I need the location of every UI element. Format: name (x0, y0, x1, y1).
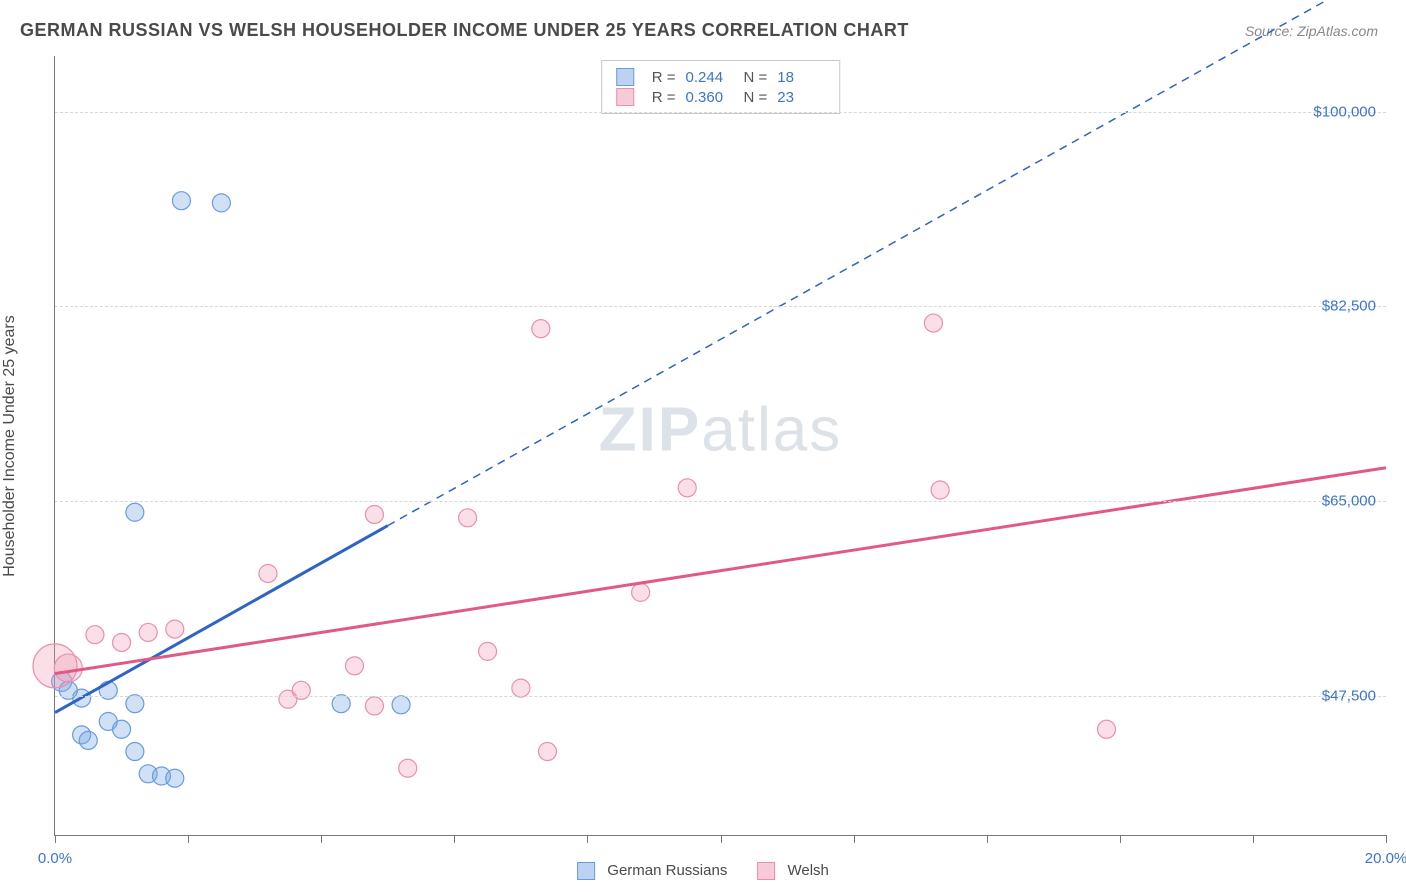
r-label: R = (652, 89, 676, 106)
data-point (172, 192, 190, 210)
y-tick-label: $47,500 (1322, 687, 1376, 704)
scatter-plot-svg (55, 56, 1386, 835)
gridline (55, 696, 1386, 697)
n-label: N = (744, 89, 768, 106)
x-tick (188, 835, 189, 843)
data-point (678, 479, 696, 497)
data-point (931, 481, 949, 499)
swatch-german-icon (577, 862, 595, 880)
data-point (126, 503, 144, 521)
chart-plot-area: ZIPatlas R = 0.244 N = 18 R = 0.360 N = … (54, 56, 1386, 836)
data-point (126, 743, 144, 761)
data-point (399, 759, 417, 777)
x-tick (55, 835, 56, 843)
gridline (55, 306, 1386, 307)
data-point (1097, 720, 1115, 738)
data-point (126, 695, 144, 713)
x-tick-label: 0.0% (38, 850, 72, 867)
bottom-legend: German Russians Welsh (577, 862, 829, 880)
n-value-welsh: 23 (777, 89, 825, 106)
x-tick-label: 20.0% (1365, 850, 1406, 867)
data-point (212, 194, 230, 212)
trend-line (55, 526, 388, 713)
y-axis-label: Householder Income Under 25 years (1, 315, 19, 576)
data-point (79, 731, 97, 749)
data-point (512, 679, 530, 697)
data-point (113, 633, 131, 651)
data-point (139, 623, 157, 641)
stat-row-welsh: R = 0.360 N = 23 (616, 87, 826, 107)
x-tick (854, 835, 855, 843)
chart-title: GERMAN RUSSIAN VS WELSH HOUSEHOLDER INCO… (20, 20, 909, 41)
y-tick-label: $65,000 (1322, 493, 1376, 510)
data-point (365, 505, 383, 523)
y-tick-label: $82,500 (1322, 298, 1376, 315)
data-point (54, 654, 82, 682)
data-point (459, 509, 477, 527)
trend-line (55, 468, 1386, 674)
n-value-german: 18 (777, 69, 825, 86)
swatch-welsh-icon (616, 88, 634, 106)
data-point (166, 769, 184, 787)
x-tick (1120, 835, 1121, 843)
x-tick (454, 835, 455, 843)
source-attribution: Source: ZipAtlas.com (1245, 23, 1378, 39)
data-point (632, 583, 650, 601)
x-tick (987, 835, 988, 843)
data-point (479, 642, 497, 660)
data-point (86, 626, 104, 644)
r-value-welsh: 0.360 (686, 89, 734, 106)
data-point (259, 564, 277, 582)
legend-item-welsh: Welsh (757, 862, 829, 880)
swatch-german-icon (616, 68, 634, 86)
data-point (392, 696, 410, 714)
data-point (113, 720, 131, 738)
r-value-german: 0.244 (686, 69, 734, 86)
gridline (55, 112, 1386, 113)
x-tick (721, 835, 722, 843)
x-tick (321, 835, 322, 843)
header: GERMAN RUSSIAN VS WELSH HOUSEHOLDER INCO… (0, 0, 1406, 49)
data-point (532, 320, 550, 338)
trend-line (388, 0, 1386, 526)
stat-row-german: R = 0.244 N = 18 (616, 67, 826, 87)
n-label: N = (744, 69, 768, 86)
legend-label: Welsh (787, 862, 828, 879)
data-point (924, 314, 942, 332)
x-tick (587, 835, 588, 843)
gridline (55, 501, 1386, 502)
data-point (538, 743, 556, 761)
swatch-welsh-icon (757, 862, 775, 880)
data-point (365, 697, 383, 715)
legend-item-german: German Russians (577, 862, 727, 880)
legend-label: German Russians (607, 862, 727, 879)
x-tick (1386, 835, 1387, 843)
data-point (332, 695, 350, 713)
y-tick-label: $100,000 (1313, 103, 1376, 120)
data-point (345, 657, 363, 675)
x-tick (1253, 835, 1254, 843)
correlation-stats-box: R = 0.244 N = 18 R = 0.360 N = 23 (601, 60, 841, 114)
data-point (166, 620, 184, 638)
r-label: R = (652, 69, 676, 86)
